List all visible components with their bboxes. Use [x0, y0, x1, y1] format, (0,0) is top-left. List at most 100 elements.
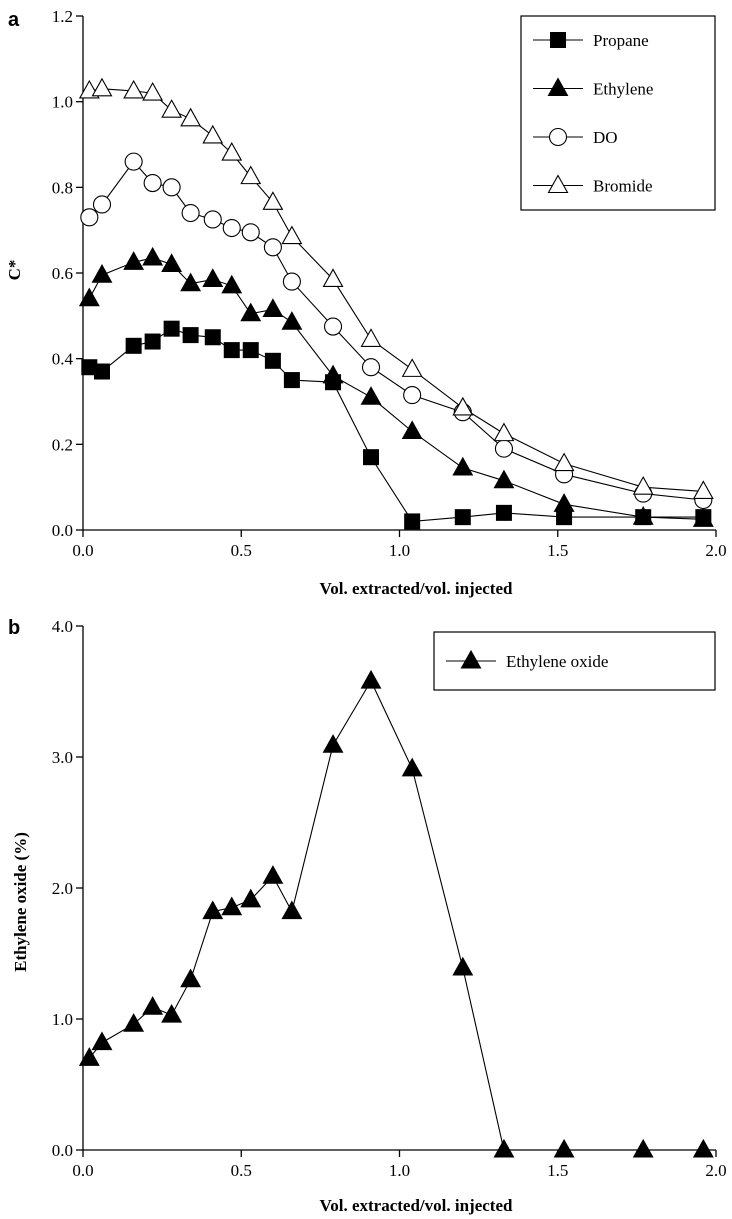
series-propane [81, 320, 712, 530]
data-point [221, 896, 243, 916]
series-bromide [78, 77, 714, 500]
data-point [123, 1013, 145, 1032]
data-point [181, 203, 200, 223]
legend-marker [548, 127, 568, 147]
legend-marker [547, 77, 569, 97]
data-point [404, 513, 421, 530]
data-point [143, 174, 162, 193]
data-point [632, 1138, 654, 1158]
data-point [322, 734, 344, 753]
x-tick-label: 1.5 [547, 541, 568, 560]
legend-a: Propane Ethylene DO Bromide [520, 15, 716, 211]
data-point [240, 302, 262, 322]
x-tick-label: 0.5 [231, 1161, 252, 1180]
data-point [242, 342, 259, 359]
data-point [124, 152, 143, 171]
legend-entry: Ethylene [533, 77, 653, 99]
data-point [161, 1003, 183, 1023]
data-point [93, 363, 110, 380]
plot-area-b: 0.0 0.5 1.0 1.5 2.0 0.0 1.0 2.0 3.0 4.0 [52, 617, 727, 1180]
data-point [692, 480, 714, 500]
data-point [401, 358, 423, 377]
y-tick-label: 1.0 [52, 93, 73, 112]
data-point [452, 456, 474, 476]
legend-label: Propane [593, 31, 649, 50]
data-point [180, 107, 202, 127]
y-tick-label: 0.6 [52, 264, 73, 283]
data-point [142, 996, 164, 1015]
data-point [125, 337, 142, 354]
x-tick-label: 0.0 [72, 1161, 93, 1180]
data-point [180, 272, 202, 292]
data-point [553, 1138, 575, 1158]
panel-label-a: a [8, 9, 20, 31]
y-tick-label: 1.0 [52, 1010, 73, 1029]
data-point [283, 372, 300, 389]
legend-entry: Bromide [533, 174, 653, 196]
data-point [204, 329, 221, 346]
legend-b: Ethylene oxide [433, 631, 716, 691]
data-point [202, 900, 224, 920]
data-point [91, 264, 113, 283]
data-point [360, 669, 382, 689]
data-point [493, 422, 515, 442]
series-line [88, 257, 704, 520]
x-tick-label: 0.5 [231, 541, 252, 560]
data-point [80, 208, 99, 227]
data-point [553, 452, 575, 472]
data-point [202, 268, 224, 287]
series-do [80, 152, 713, 510]
data-point [182, 327, 199, 344]
data-point [161, 253, 183, 272]
data-point [241, 223, 260, 242]
legend-label: DO [593, 128, 618, 147]
legend-label: Ethylene [593, 80, 653, 99]
data-point [322, 268, 344, 287]
chart-panel-a: a 0.0 0.5 1.0 1.5 2.0 0.0 0.2 0.4 0.6 0.8 1.0 1.2 V… [5, 7, 727, 598]
data-point [454, 509, 471, 526]
y-tick-label: 3.0 [52, 748, 73, 767]
data-point [494, 439, 513, 458]
panel-label-b: b [8, 617, 20, 639]
data-point [323, 317, 343, 336]
y-tick-label: 1.2 [52, 7, 73, 26]
data-point [282, 272, 301, 291]
legend-marker [547, 174, 569, 194]
data-point [262, 865, 284, 884]
series-ethylene-oxide [78, 669, 714, 1158]
data-point [78, 287, 100, 307]
data-point [401, 757, 423, 777]
x-tick-label: 2.0 [705, 541, 726, 560]
y-tick-label: 2.0 [52, 879, 73, 898]
data-point [361, 358, 381, 377]
data-point [142, 81, 164, 101]
data-point [493, 1138, 515, 1158]
data-point [78, 1047, 100, 1066]
data-point [632, 476, 654, 495]
data-point [452, 956, 474, 976]
data-point [161, 99, 183, 118]
x-tick-label: 1.0 [389, 1161, 410, 1180]
y-tick-label: 0.8 [52, 178, 73, 197]
data-point [452, 396, 474, 416]
data-point [632, 506, 654, 525]
data-point [221, 141, 243, 161]
data-point [360, 328, 382, 347]
legend-label: Bromide [593, 177, 653, 196]
y-axis-title-a: C* [5, 260, 24, 281]
data-point [202, 124, 224, 144]
x-tick-label: 0.0 [72, 541, 93, 560]
data-point [493, 469, 515, 489]
data-point [360, 386, 382, 405]
data-point [692, 1138, 714, 1158]
x-tick-label: 2.0 [705, 1161, 726, 1180]
data-point [240, 165, 262, 185]
legend-entry: Ethylene oxide [446, 649, 608, 671]
y-tick-label: 0.2 [52, 435, 73, 454]
data-point [322, 364, 344, 384]
x-axis-title-b: Vol. extracted/vol. injected [320, 1196, 513, 1215]
data-point [92, 195, 112, 214]
y-tick-label: 0.0 [52, 521, 73, 540]
legend-entry: DO [533, 127, 618, 147]
